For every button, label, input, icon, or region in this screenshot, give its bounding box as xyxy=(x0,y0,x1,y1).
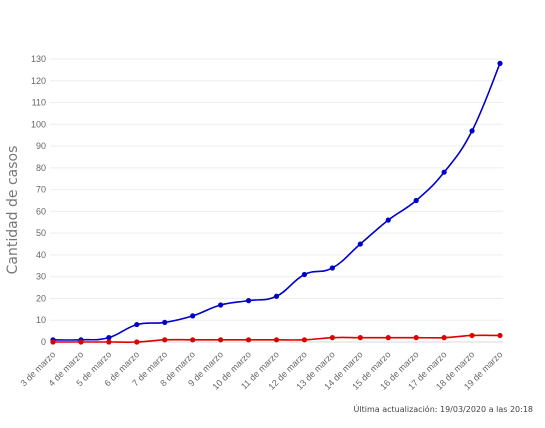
series-2-point-8 xyxy=(245,337,252,343)
y-tick-label-0: 0 xyxy=(41,337,46,347)
series-1-point-9 xyxy=(273,293,280,299)
series-2-point-9 xyxy=(273,337,280,343)
series-2-point-7 xyxy=(218,337,224,343)
series-1-point-8 xyxy=(245,298,252,304)
series-1-point-7 xyxy=(218,302,224,308)
series-2-point-1 xyxy=(50,339,56,345)
y-tick-label-120: 120 xyxy=(31,76,46,86)
series-2-point-17 xyxy=(497,332,503,339)
series-1-point-16 xyxy=(469,128,475,134)
series-2-point-16 xyxy=(469,332,475,339)
series-2-point-5 xyxy=(162,337,168,343)
series-2-point-3 xyxy=(106,339,112,345)
y-tick-label-90: 90 xyxy=(36,141,46,151)
y-tick-label-100: 100 xyxy=(31,119,46,129)
series-1-point-14 xyxy=(413,197,419,204)
series-2-point-11 xyxy=(329,335,335,341)
series-2-point-6 xyxy=(190,337,196,343)
series-2-point-12 xyxy=(357,335,363,341)
y-tick-label-30: 30 xyxy=(36,272,46,282)
series-2-point-13 xyxy=(385,335,391,341)
series-2-point-10 xyxy=(301,337,308,343)
series-1-point-10 xyxy=(301,271,308,278)
series-1-point-4 xyxy=(134,321,140,328)
gridlines xyxy=(50,58,503,343)
series-points xyxy=(50,60,503,345)
series-1-point-6 xyxy=(190,313,196,319)
y-tick-label-10: 10 xyxy=(36,315,46,325)
y-tick-label-70: 70 xyxy=(36,185,46,195)
series-1-point-3 xyxy=(106,335,112,341)
series-1-point-5 xyxy=(162,319,168,326)
y-tick-label-130: 130 xyxy=(31,54,46,64)
y-axis-title: Cantidad de casos xyxy=(5,146,21,275)
y-tick-label-110: 110 xyxy=(32,98,46,108)
series-1-point-11 xyxy=(329,265,335,271)
series-2-point-4 xyxy=(134,339,140,345)
series-2-point-15 xyxy=(441,335,447,341)
last-updated-note: Última actualización: 19/03/2020 a las 2… xyxy=(353,405,533,414)
series-2-point-14 xyxy=(413,335,419,341)
y-tick-label-40: 40 xyxy=(36,250,46,260)
y-tick-label-20: 20 xyxy=(36,293,46,303)
series-1-point-17 xyxy=(497,60,503,66)
y-tick-label-50: 50 xyxy=(36,228,46,238)
y-tick-label-60: 60 xyxy=(36,206,46,216)
series-lines xyxy=(52,63,501,343)
y-axis-ticks: 0 10 20 30 40 50 60 70 80 90 100 110 120 130 xyxy=(31,54,46,347)
series-1-point-12 xyxy=(357,241,363,247)
y-tick-label-80: 80 xyxy=(36,163,46,173)
series-1-point-15 xyxy=(441,169,447,175)
series-1-point-13 xyxy=(385,217,391,223)
series-2-point-2 xyxy=(78,339,84,345)
